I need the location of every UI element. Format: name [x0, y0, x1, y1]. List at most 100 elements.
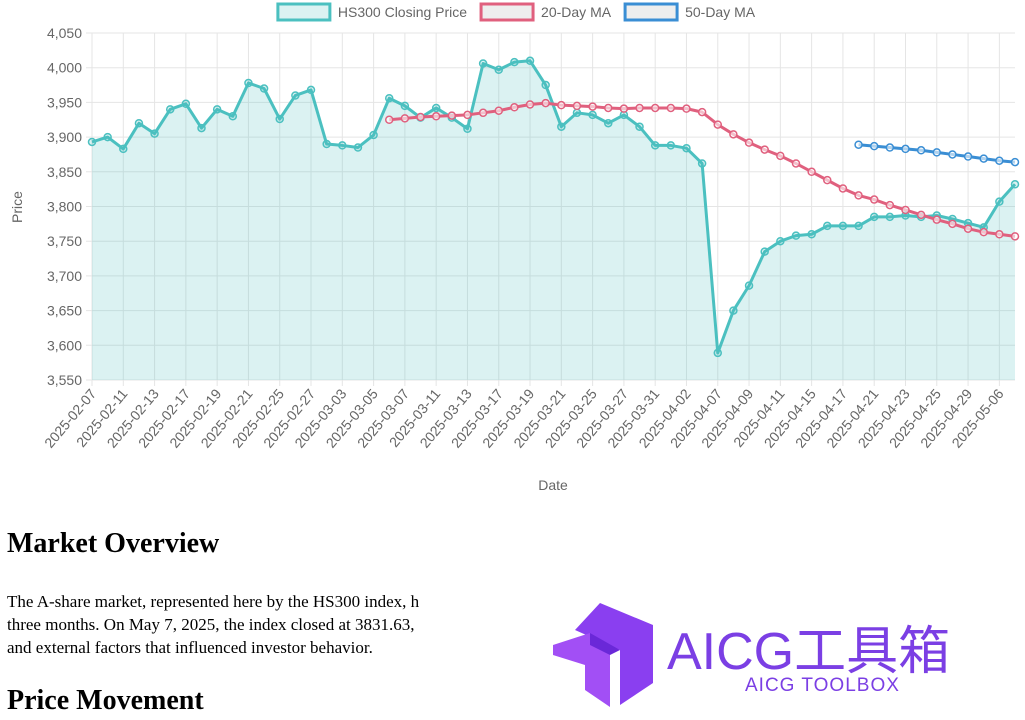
point — [306, 85, 316, 95]
point — [948, 219, 957, 229]
point — [995, 197, 1004, 206]
point — [838, 184, 848, 193]
y-tick-label: 3,550 — [47, 372, 82, 388]
legend-swatch — [623, 2, 679, 22]
heading: Price Movement — [7, 685, 204, 716]
y-tick-label: 3,900 — [47, 129, 82, 145]
point — [948, 150, 957, 159]
point — [1010, 180, 1020, 189]
watermark-logo — [553, 603, 653, 707]
point — [650, 103, 660, 113]
x-axis-title: Date — [538, 477, 568, 493]
point — [823, 221, 832, 231]
point — [697, 159, 707, 168]
point — [259, 84, 269, 93]
point — [729, 306, 738, 315]
point — [165, 105, 175, 114]
point — [572, 108, 582, 118]
point — [557, 100, 566, 110]
y-tick-label: 3,650 — [47, 303, 82, 319]
watermark: AICG工具箱 AICG TOOLBOX — [545, 595, 1015, 715]
point — [619, 104, 629, 113]
point — [869, 212, 879, 222]
paragraph-line: three months. On May 7, 2025, the index … — [7, 615, 415, 634]
point — [87, 137, 97, 147]
point — [854, 191, 863, 200]
chart: Date Price 3,550 3,600 3,650 3,700 3,750 3,80… — [9, 2, 1020, 493]
point — [635, 103, 644, 113]
point — [916, 210, 926, 220]
point — [525, 56, 535, 66]
point — [525, 100, 535, 109]
point — [713, 348, 723, 358]
point — [557, 122, 566, 131]
point — [150, 129, 159, 138]
point — [447, 111, 457, 120]
point — [1010, 157, 1020, 167]
area — [92, 60, 1015, 380]
point — [697, 107, 707, 117]
point — [885, 212, 895, 222]
point — [791, 231, 801, 240]
point — [463, 124, 472, 134]
point — [212, 105, 222, 114]
point — [666, 103, 676, 113]
watermark-title: AICG工具箱 — [667, 623, 951, 681]
point — [197, 123, 206, 133]
legend-label: 20-Day MA — [541, 4, 612, 20]
point — [885, 143, 895, 152]
point — [181, 99, 191, 109]
point — [134, 118, 144, 128]
point — [885, 200, 895, 210]
point — [244, 78, 253, 88]
point — [995, 156, 1004, 165]
point — [854, 140, 863, 149]
legend-swatch — [479, 2, 535, 22]
paragraph-line: and external factors that influenced inv… — [7, 638, 373, 657]
point — [776, 236, 785, 246]
point — [103, 132, 112, 142]
point — [963, 224, 973, 233]
point — [338, 141, 347, 150]
point — [713, 120, 723, 129]
y-tick-label: 3,850 — [47, 164, 82, 180]
paragraph-line: The A-share market, represented here by … — [7, 592, 420, 611]
point — [729, 130, 738, 139]
point — [760, 145, 769, 154]
point — [384, 93, 394, 103]
point — [510, 57, 519, 67]
point — [588, 110, 597, 120]
heading: Market Overview — [7, 528, 220, 559]
point — [901, 205, 910, 215]
point — [635, 122, 644, 131]
point — [228, 112, 238, 121]
point — [807, 230, 816, 239]
point — [431, 103, 441, 113]
point — [979, 227, 988, 237]
point — [650, 141, 660, 150]
point — [588, 102, 597, 111]
point — [963, 152, 973, 161]
y-tick-label: 4,050 — [47, 25, 82, 41]
point — [823, 175, 832, 185]
y-tick-label: 3,700 — [47, 268, 82, 284]
point — [682, 104, 691, 113]
point — [322, 139, 331, 149]
y-tick-label: 3,600 — [47, 337, 82, 353]
point — [478, 108, 488, 118]
point — [572, 101, 582, 111]
point — [604, 118, 613, 128]
point — [776, 151, 785, 161]
point — [494, 106, 503, 115]
point — [1010, 232, 1020, 241]
point — [760, 247, 769, 256]
point — [510, 103, 519, 112]
point — [979, 154, 988, 163]
watermark-subtitle: AICG TOOLBOX — [745, 675, 900, 696]
point — [916, 146, 926, 155]
point — [541, 80, 550, 90]
point — [119, 144, 128, 154]
point — [384, 115, 394, 124]
point — [744, 281, 754, 290]
